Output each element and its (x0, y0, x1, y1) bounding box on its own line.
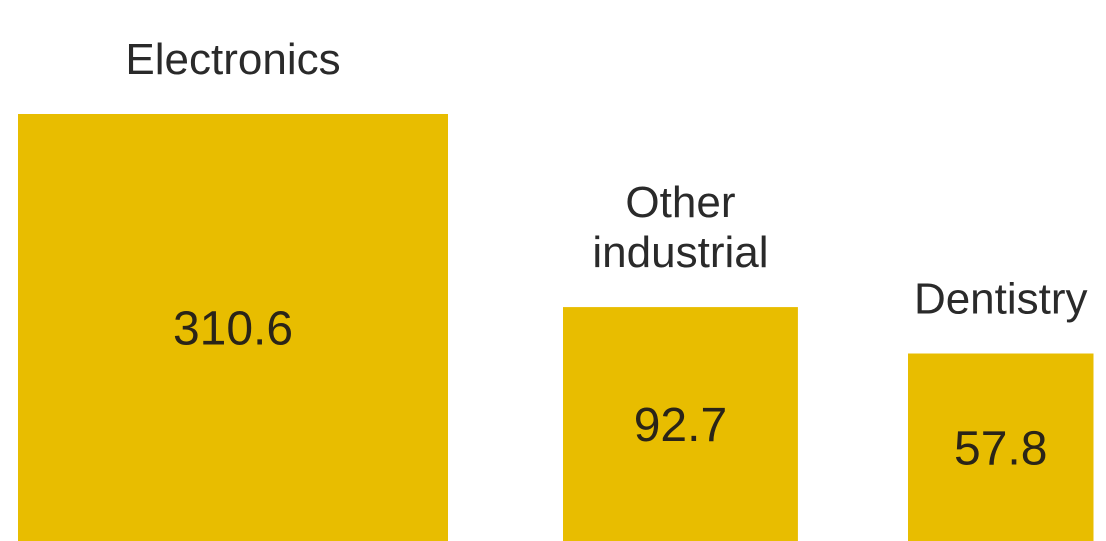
bar-electronics (18, 114, 448, 541)
value-label-electronics: 310.6 (173, 303, 293, 356)
bar-other-industrial (563, 307, 798, 541)
value-label-other-industrial: 92.7 (634, 399, 727, 452)
value-label-dentistry: 57.8 (954, 422, 1047, 475)
category-label-other-industrial-line-1: Other (625, 178, 735, 227)
category-label-other-industrial-line-2: industrial (592, 228, 768, 277)
category-label-dentistry: Dentistry (914, 275, 1088, 324)
bar-dentistry (908, 353, 1094, 541)
category-label-electronics: Electronics (125, 35, 340, 84)
